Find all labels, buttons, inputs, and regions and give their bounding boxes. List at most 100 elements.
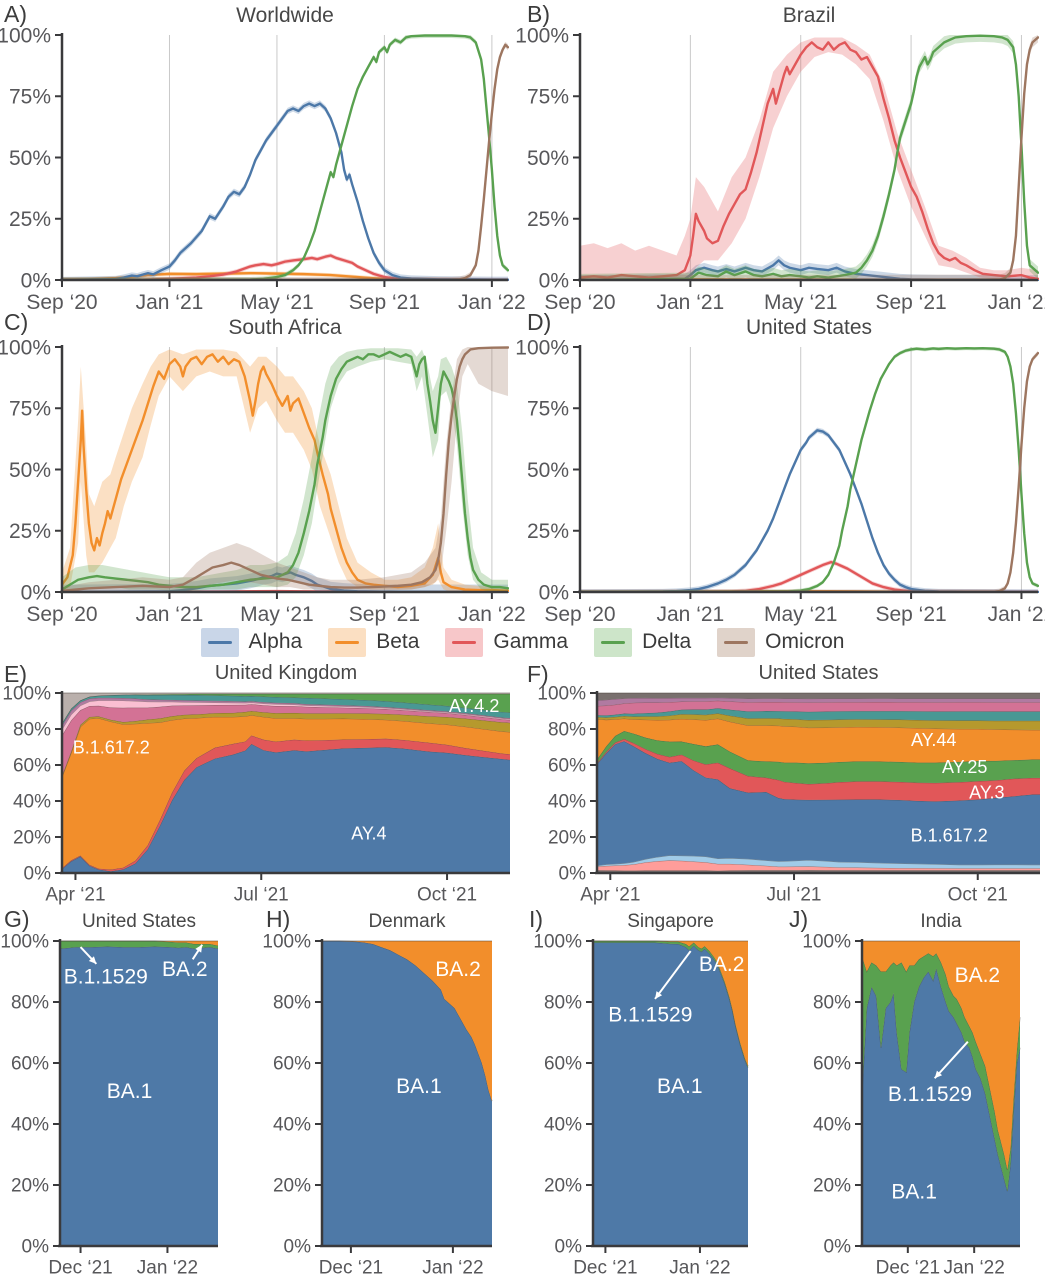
legend-item-omicron: Omicron: [717, 627, 845, 657]
svg-text:100%: 100%: [537, 684, 586, 705]
svg-text:BA.2: BA.2: [699, 953, 745, 976]
svg-text:40%: 40%: [13, 792, 51, 813]
svg-text:40%: 40%: [813, 1115, 851, 1136]
svg-text:Jan ‘22: Jan ‘22: [422, 1258, 483, 1279]
svg-text:0%: 0%: [539, 269, 569, 292]
variant-legend: Alpha Beta Gamma Delta Omicron: [0, 624, 1045, 660]
south-africa-variant-chart: 0% 25% 50% 75% 100% Sep ‘20 Jan ‘21 May ‘21 Sep …: [0, 336, 526, 626]
svg-text:60%: 60%: [273, 1054, 311, 1075]
svg-text:Jan ‘21: Jan ‘21: [136, 603, 204, 626]
denmark-omicron-chart: 0% 20% 40% 60% 80% 100% Dec ‘21 Jan ‘22 BA.2 BA.1: [262, 932, 493, 1279]
delta-swatch: [594, 627, 633, 657]
svg-text:Jan ‘22: Jan ‘22: [669, 1258, 730, 1279]
svg-text:B.1.1529: B.1.1529: [64, 965, 148, 988]
svg-text:60%: 60%: [544, 1054, 582, 1075]
panel-india-omicron: J) India 0% 20% 40% 60% 80% 100% Dec ‘21 Jan ‘2…: [785, 905, 1045, 1280]
svg-text:80%: 80%: [273, 993, 311, 1014]
svg-text:Jul ‘21: Jul ‘21: [234, 885, 289, 906]
svg-text:80%: 80%: [13, 720, 51, 741]
svg-text:Dec ‘21: Dec ‘21: [876, 1258, 940, 1279]
legend-label: Gamma: [493, 630, 569, 653]
svg-text:Jan ‘22: Jan ‘22: [944, 1258, 1005, 1279]
svg-text:50%: 50%: [9, 147, 51, 170]
panel-letter: A): [4, 1, 27, 27]
svg-text:25%: 25%: [527, 208, 569, 231]
svg-text:40%: 40%: [544, 1115, 582, 1136]
svg-text:50%: 50%: [527, 459, 569, 482]
svg-text:B.1.617.2: B.1.617.2: [911, 826, 988, 846]
panel-title: United Kingdom: [214, 662, 358, 684]
panel-letter: B): [527, 1, 550, 27]
svg-text:Dec ‘21: Dec ‘21: [48, 1258, 112, 1279]
svg-text:100%: 100%: [262, 932, 311, 953]
worldwide-variant-chart: 0% 25% 50% 75% 100% Sep ‘20 Jan ‘21 May ‘21 Sep …: [0, 24, 526, 314]
svg-text:0%: 0%: [21, 581, 51, 604]
panel-letter: G): [4, 906, 30, 932]
svg-text:100%: 100%: [0, 336, 51, 359]
svg-text:Dec ‘21: Dec ‘21: [319, 1258, 383, 1279]
panel-letter: E): [4, 661, 27, 687]
svg-text:BA.2: BA.2: [955, 964, 1001, 987]
legend-item-beta: Beta: [328, 627, 419, 657]
svg-text:60%: 60%: [13, 756, 51, 777]
legend-item-delta: Delta: [594, 627, 691, 657]
beta-swatch: [328, 627, 367, 657]
svg-text:0%: 0%: [21, 269, 51, 292]
panel-united-kingdom-delta-sublineages: E) United Kingdom 0% 20% 40% 60% 80% 100% Apr …: [0, 660, 523, 906]
svg-text:20%: 20%: [548, 828, 586, 849]
svg-text:May ‘21: May ‘21: [764, 603, 838, 626]
svg-text:AY.4: AY.4: [351, 824, 386, 844]
svg-text:100%: 100%: [0, 932, 49, 953]
svg-text:20%: 20%: [13, 828, 51, 849]
panel-letter: J): [789, 906, 809, 932]
svg-text:Jan ‘21: Jan ‘21: [136, 291, 204, 314]
legend-item-alpha: Alpha: [200, 627, 303, 657]
svg-text:Jan ‘22: Jan ‘22: [458, 291, 526, 314]
svg-text:0%: 0%: [284, 1237, 312, 1258]
svg-text:20%: 20%: [544, 1176, 582, 1197]
legend-label: Alpha: [248, 630, 303, 653]
svg-text:0%: 0%: [555, 1237, 583, 1258]
omicron-swatch: [717, 627, 756, 657]
svg-text:60%: 60%: [548, 756, 586, 777]
svg-text:B.1.617.2: B.1.617.2: [73, 737, 150, 757]
svg-text:40%: 40%: [11, 1115, 49, 1136]
singapore-omicron-chart: 0% 20% 40% 60% 80% 100% Dec ‘21 Jan ‘22 BA.2 B.1.…: [533, 932, 749, 1279]
svg-text:May ‘21: May ‘21: [764, 291, 838, 314]
svg-text:Jul ‘21: Jul ‘21: [767, 885, 822, 906]
panel-title: United States: [758, 662, 879, 684]
svg-text:25%: 25%: [9, 520, 51, 543]
svg-text:BA.2: BA.2: [162, 958, 208, 981]
united-states-sublineage-chart: 0% 20% 40% 60% 80% 100% Apr ‘21 Jul ‘21 Oct ‘21 A…: [537, 684, 1040, 906]
svg-text:0%: 0%: [559, 864, 587, 885]
svg-text:80%: 80%: [548, 720, 586, 741]
svg-text:Sep ‘21: Sep ‘21: [875, 291, 946, 314]
panel-title: United States: [745, 316, 873, 339]
svg-text:Dec ‘21: Dec ‘21: [573, 1258, 637, 1279]
svg-text:May ‘21: May ‘21: [240, 603, 314, 626]
panel-united-states-omicron: G) United States 0% 20% 40% 60% 80% 100% Dec ‘…: [0, 905, 262, 1280]
svg-text:Sep ‘20: Sep ‘20: [544, 603, 615, 626]
svg-text:Apr ‘21: Apr ‘21: [580, 885, 640, 906]
svg-text:0%: 0%: [22, 1237, 50, 1258]
svg-text:0%: 0%: [539, 581, 569, 604]
svg-text:Sep ‘21: Sep ‘21: [349, 291, 420, 314]
svg-text:25%: 25%: [527, 520, 569, 543]
svg-text:Sep ‘21: Sep ‘21: [875, 603, 946, 626]
svg-text:Jan ‘22: Jan ‘22: [988, 603, 1045, 626]
svg-text:0%: 0%: [24, 864, 52, 885]
svg-text:20%: 20%: [11, 1176, 49, 1197]
svg-text:BA.1: BA.1: [891, 1180, 937, 1203]
svg-text:0%: 0%: [824, 1237, 852, 1258]
panel-title: India: [920, 911, 962, 932]
svg-text:80%: 80%: [544, 993, 582, 1014]
panel-united-states-lines: D) United States 0% 25% 50% 75% 100% Sep ‘20 J…: [515, 308, 1045, 626]
panel-title: South Africa: [228, 316, 342, 339]
panel-worldwide: A) Worldwide 0% 25% 50% 75% 100% Sep ‘20 Jan ‘…: [0, 0, 526, 314]
svg-text:25%: 25%: [9, 208, 51, 231]
svg-text:AY.4.2: AY.4.2: [449, 696, 499, 716]
svg-text:50%: 50%: [527, 147, 569, 170]
svg-text:Sep ‘21: Sep ‘21: [349, 603, 420, 626]
svg-text:Sep ‘20: Sep ‘20: [26, 291, 97, 314]
